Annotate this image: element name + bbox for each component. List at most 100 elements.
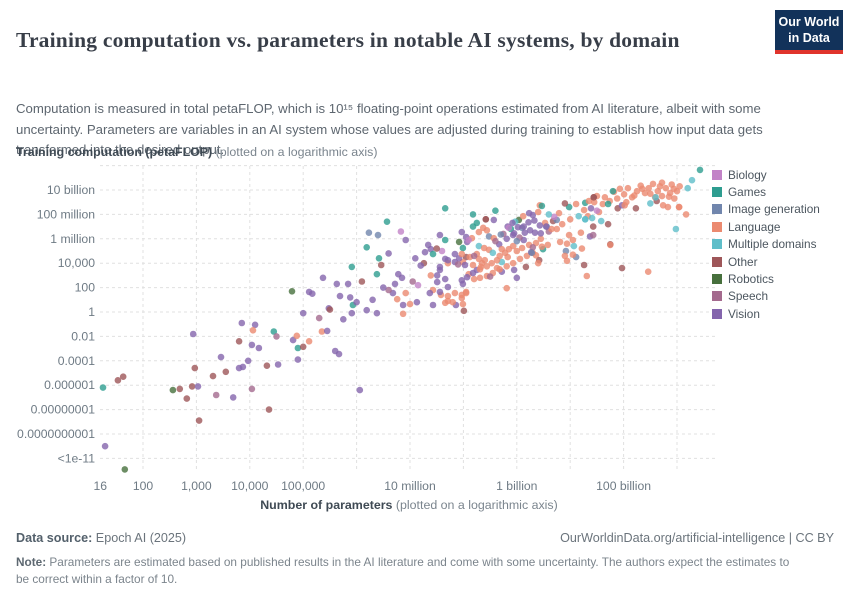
data-point[interactable]	[496, 266, 504, 273]
data-point[interactable]	[659, 202, 667, 209]
data-point[interactable]	[469, 261, 477, 269]
data-point[interactable]	[273, 333, 280, 340]
data-point[interactable]	[289, 336, 297, 344]
data-point[interactable]	[503, 235, 511, 243]
data-point[interactable]	[488, 259, 496, 267]
data-point[interactable]	[465, 236, 473, 244]
data-point[interactable]	[588, 214, 596, 222]
data-point[interactable]	[639, 185, 646, 193]
data-point[interactable]	[309, 290, 316, 297]
data-point[interactable]	[569, 251, 577, 258]
data-point[interactable]	[399, 301, 407, 309]
legend-item-multiple-domains[interactable]: Multiple domains	[712, 236, 820, 253]
data-point[interactable]	[326, 306, 334, 313]
data-point[interactable]	[565, 231, 573, 239]
data-point[interactable]	[604, 220, 612, 228]
data-point[interactable]	[438, 247, 446, 255]
data-point[interactable]	[526, 227, 534, 234]
data-point[interactable]	[365, 229, 373, 236]
data-point[interactable]	[676, 183, 683, 190]
data-point[interactable]	[441, 236, 449, 244]
data-point[interactable]	[101, 442, 109, 450]
legend-item-image-generation[interactable]: Image generation	[712, 201, 820, 218]
data-point[interactable]	[318, 328, 326, 335]
data-point[interactable]	[647, 200, 654, 207]
data-point[interactable]	[569, 236, 577, 244]
data-point[interactable]	[441, 299, 449, 307]
data-point[interactable]	[513, 247, 521, 255]
data-point[interactable]	[604, 200, 612, 208]
data-point[interactable]	[429, 301, 437, 309]
data-point[interactable]	[393, 295, 401, 303]
data-point[interactable]	[510, 266, 518, 274]
data-point[interactable]	[538, 243, 546, 250]
data-point[interactable]	[436, 263, 444, 271]
data-point[interactable]	[684, 184, 691, 192]
data-point[interactable]	[222, 368, 230, 376]
data-point[interactable]	[531, 229, 539, 236]
data-point[interactable]	[194, 383, 202, 390]
data-point[interactable]	[665, 193, 673, 200]
data-point[interactable]	[436, 288, 444, 296]
data-point[interactable]	[397, 228, 405, 235]
data-point[interactable]	[523, 252, 531, 260]
data-point[interactable]	[293, 332, 301, 340]
data-point[interactable]	[455, 238, 463, 246]
data-point[interactable]	[673, 187, 681, 195]
data-point[interactable]	[572, 200, 580, 208]
data-point[interactable]	[563, 240, 571, 247]
data-point[interactable]	[649, 180, 657, 188]
data-point[interactable]	[461, 261, 469, 269]
data-point[interactable]	[509, 259, 517, 267]
data-point[interactable]	[249, 327, 257, 334]
data-point[interactable]	[444, 283, 452, 291]
data-point[interactable]	[542, 223, 550, 230]
data-point[interactable]	[212, 391, 220, 399]
data-point[interactable]	[299, 343, 307, 351]
data-point[interactable]	[315, 314, 323, 322]
data-point[interactable]	[460, 307, 468, 315]
data-point[interactable]	[529, 244, 537, 251]
data-point[interactable]	[590, 198, 598, 206]
data-point[interactable]	[607, 241, 614, 249]
data-point[interactable]	[451, 289, 459, 297]
data-point[interactable]	[427, 272, 435, 279]
data-point[interactable]	[348, 309, 356, 317]
data-point[interactable]	[356, 386, 364, 394]
data-point[interactable]	[521, 229, 529, 236]
data-point[interactable]	[248, 341, 256, 349]
data-point[interactable]	[647, 190, 654, 197]
data-point[interactable]	[492, 207, 499, 214]
data-point[interactable]	[469, 211, 477, 218]
data-point[interactable]	[385, 250, 392, 257]
data-point[interactable]	[644, 268, 652, 275]
data-point[interactable]	[433, 278, 441, 286]
data-point[interactable]	[335, 350, 343, 358]
data-point[interactable]	[433, 245, 441, 252]
data-point[interactable]	[413, 298, 421, 306]
data-point[interactable]	[490, 216, 498, 224]
data-point[interactable]	[333, 280, 341, 288]
data-point[interactable]	[402, 289, 410, 297]
data-point[interactable]	[441, 275, 449, 283]
data-point[interactable]	[373, 309, 381, 317]
data-point[interactable]	[548, 225, 555, 233]
data-point[interactable]	[251, 321, 259, 329]
data-point[interactable]	[363, 306, 371, 314]
data-point[interactable]	[529, 211, 537, 219]
data-point[interactable]	[496, 252, 504, 260]
data-point[interactable]	[391, 280, 399, 288]
data-point[interactable]	[248, 385, 256, 393]
data-point[interactable]	[536, 222, 544, 229]
data-point[interactable]	[189, 330, 197, 338]
data-point[interactable]	[510, 230, 518, 237]
legend-item-vision[interactable]: Vision	[712, 305, 820, 322]
data-point[interactable]	[561, 200, 569, 207]
data-point[interactable]	[562, 247, 570, 255]
data-point[interactable]	[385, 286, 392, 294]
data-point[interactable]	[417, 262, 425, 269]
legend-item-speech[interactable]: Speech	[712, 288, 820, 305]
data-point[interactable]	[239, 363, 247, 371]
data-point[interactable]	[188, 383, 196, 390]
data-point[interactable]	[336, 292, 344, 300]
